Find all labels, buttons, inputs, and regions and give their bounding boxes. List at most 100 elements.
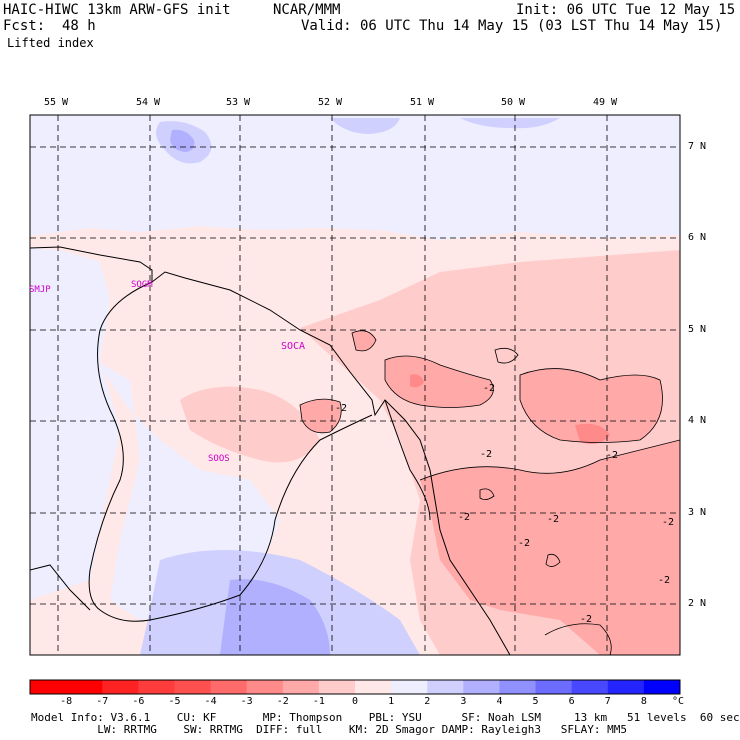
field-li-minus3-coast (410, 374, 424, 388)
field-coast-li-minus2 (385, 356, 494, 408)
lon-label-49w: 49 W (593, 97, 618, 108)
colorbar-tick-label: -5 (168, 696, 181, 707)
colorbar-segment (174, 680, 212, 694)
contour-lines (299, 330, 680, 655)
lon-label-53w: 53 W (226, 97, 251, 108)
field-north-stable (30, 115, 680, 240)
colorbar-tick-label: 3 (460, 696, 467, 707)
colorbar-segment (210, 680, 248, 694)
model-title: HAIC-HIWC 13km ARW-GFS init (3, 2, 231, 18)
colorbar-segment (535, 680, 573, 694)
lat-label-3n: 3 N (688, 507, 707, 518)
graticule (30, 115, 680, 655)
colorbar (30, 680, 681, 694)
colorbar-tick-label: -6 (132, 696, 145, 707)
field-name: Lifted index (7, 36, 94, 50)
field-small-li-minus2 (352, 330, 376, 351)
colorbar-segment (318, 680, 356, 694)
init-time: Init: 06 UTC Tue 12 May 15 (516, 2, 736, 18)
field-east-li-minus2 (520, 368, 663, 443)
lat-label-6n: 6 N (688, 232, 707, 243)
model-info-line-1: Model Info: V3.6.1 CU: KF MP: Thompson P… (31, 711, 740, 724)
colorbar-frame (29, 679, 681, 695)
colorbar-tick-label: 7 (604, 696, 611, 707)
colorbar-tick-label: 6 (568, 696, 575, 707)
colorbar-segment (391, 680, 428, 694)
colorbar-tick-label: -8 (60, 696, 73, 707)
field-southeast-li-minus2 (420, 440, 680, 655)
colorbar-tick-label: 5 (532, 696, 539, 707)
colorbar-segment (463, 680, 500, 694)
station-sogm: SOGM (131, 280, 153, 290)
lat-label-2n: 2 N (688, 598, 707, 609)
colorbar-tick-label: -1 (312, 696, 325, 707)
station-smjp: SMJP (29, 285, 51, 295)
field-north-blob-3 (460, 118, 560, 129)
forecast-hour: 48 h (62, 18, 96, 34)
field-central-blob (180, 386, 320, 463)
colorbar-segment (643, 680, 681, 694)
contour-label: -2 (658, 575, 671, 586)
colorbar-segment (355, 680, 392, 694)
colorbar-segment (427, 680, 464, 694)
contour-label: -2 (518, 538, 531, 549)
lat-label-4n: 4 N (688, 415, 707, 426)
border-south (30, 564, 91, 611)
field-north-blob-2 (330, 118, 400, 134)
colorbar-tick-label: 2 (424, 696, 431, 707)
station-soos: SOOS (208, 454, 230, 464)
colorbar-segment (282, 680, 320, 694)
lat-label-7n: 7 N (688, 141, 707, 152)
contour-label: -2 (483, 383, 496, 394)
field-inland-li-minus2 (300, 399, 342, 433)
colorbar-segment (138, 680, 175, 694)
colorbar-segment (607, 680, 645, 694)
field-li-minus3 (575, 423, 610, 444)
forecast-label: Fcst: (3, 18, 46, 34)
lon-label-54w: 54 W (136, 97, 161, 108)
shaded-field (30, 115, 680, 655)
map-frame (29, 114, 681, 656)
lon-label-52w: 52 W (318, 97, 343, 108)
field-west-stable (30, 248, 120, 600)
contour-small-3 (479, 488, 495, 500)
contour-label: -2 (662, 517, 675, 528)
lon-label-50w: 50 W (501, 97, 526, 108)
contour-label: -2 (547, 514, 560, 525)
field-north-core (170, 129, 195, 152)
colorbar-tick-label: -2 (276, 696, 289, 707)
contour-label: -2 (606, 450, 619, 461)
lon-label-55w: 55 W (44, 97, 69, 108)
contour-label: -2 (480, 449, 493, 460)
contour-small-4 (545, 553, 561, 567)
colorbar-segment (571, 680, 609, 694)
field-south-core (220, 579, 330, 655)
contour-label: -2 (458, 512, 471, 523)
contour-south (544, 623, 612, 655)
colorbar-tick-label: -3 (240, 696, 253, 707)
colorbar-tick-label: -4 (204, 696, 217, 707)
colorbar-segment (66, 680, 103, 694)
border-west (88, 281, 373, 622)
contour-label: -2 (580, 614, 593, 625)
contour-small (351, 330, 377, 352)
colorbar-tick-label: 4 (496, 696, 503, 707)
border-east (384, 399, 431, 521)
colorbar-segment (102, 680, 139, 694)
contour-southeast-top (419, 439, 680, 481)
lat-label-5n: 5 N (688, 324, 707, 335)
colorbar-tick-label: -7 (96, 696, 109, 707)
colorbar-tick-label: 0 (352, 696, 359, 707)
colorbar-segment (499, 680, 537, 694)
contour-coast (384, 355, 494, 408)
contour-small-2 (494, 347, 519, 364)
colorbar-tick-label: 1 (388, 696, 395, 707)
colorbar-segment (246, 680, 284, 694)
contour-east (519, 368, 663, 443)
contour-inland (299, 398, 342, 434)
colorbar-unit: °C (672, 696, 685, 707)
colorbar-tick-label: 8 (640, 696, 647, 707)
valid-time: Valid: 06 UTC Thu 14 May 15 (03 LST Thu … (301, 18, 723, 34)
model-info-line-2: LW: RRTMG SW: RRTMG DIFF: full KM: 2D Sm… (31, 723, 628, 736)
